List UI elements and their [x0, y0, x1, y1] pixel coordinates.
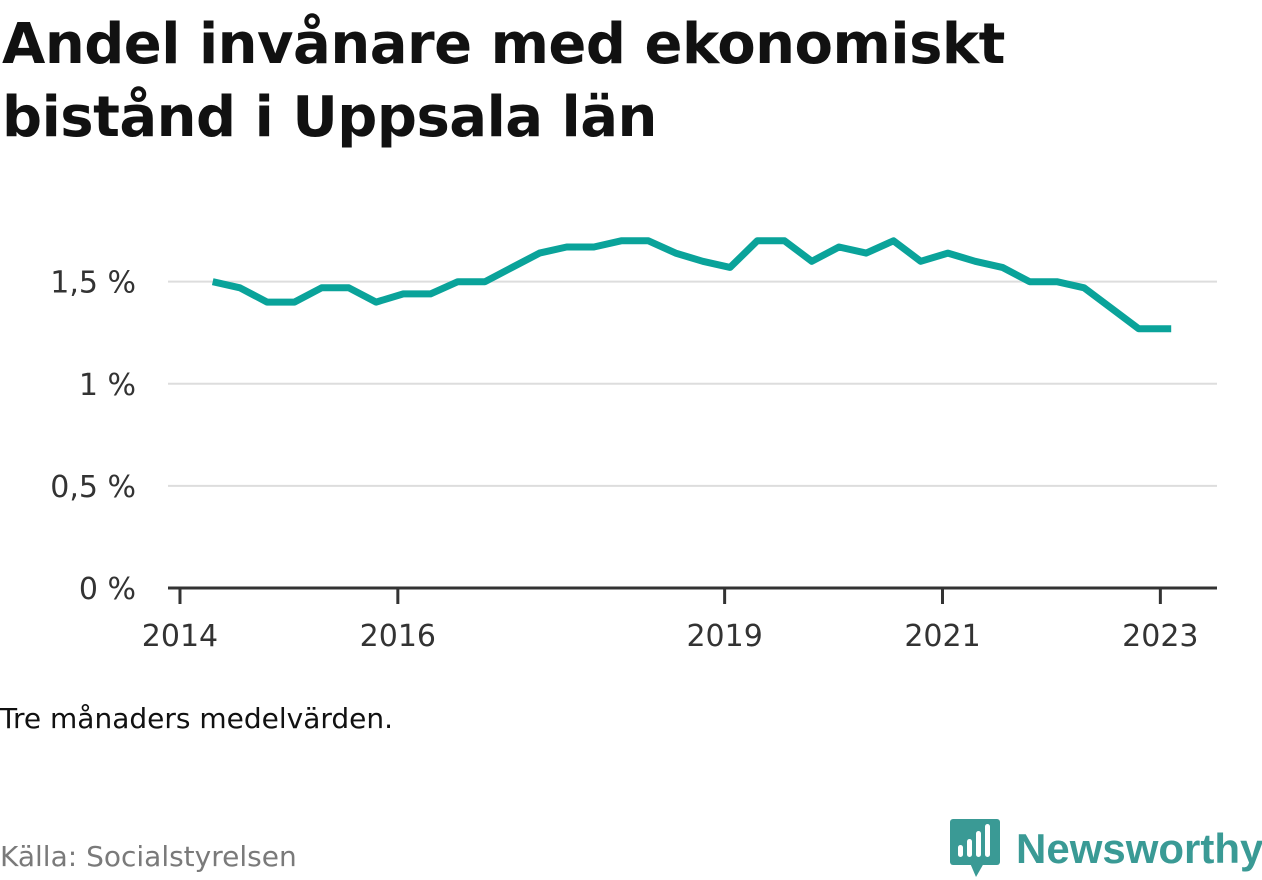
- x-tick-label: 2023: [1122, 619, 1198, 654]
- newsworthy-logo-icon: [950, 819, 1000, 877]
- brand-name: Newsworthy: [1016, 825, 1262, 872]
- x-tick-label: 2014: [142, 619, 218, 654]
- brand-logo-link[interactable]: Newsworthy: [950, 818, 1262, 880]
- line-chart: 0 % 0,5 % 1 % 1,5 % 2014 2016 2019 2021 2023: [50, 237, 1217, 654]
- x-tick-label: 2019: [686, 619, 762, 654]
- x-axis: 2014 2016 2019 2021 2023: [142, 586, 1217, 654]
- series-layer: [211, 237, 1172, 333]
- gridlines: [168, 280, 1217, 487]
- y-axis-tick-labels: 0 % 0,5 % 1 % 1,5 %: [50, 266, 136, 607]
- series-line-0: [211, 237, 1172, 333]
- y-tick-label: 0 %: [79, 572, 136, 607]
- x-tick-label: 2016: [360, 619, 436, 654]
- y-tick-label: 0,5 %: [50, 470, 136, 505]
- y-tick-label: 1 %: [79, 368, 136, 403]
- chart-note: Tre månaders medelvärden.: [0, 702, 394, 735]
- chart-title: Andel invånare med ekonomiskt bistånd i …: [2, 12, 1005, 150]
- y-tick-label: 1,5 %: [50, 266, 136, 301]
- x-tick-label: 2021: [904, 619, 980, 654]
- source-credit: Källa: Socialstyrelsen: [0, 840, 297, 873]
